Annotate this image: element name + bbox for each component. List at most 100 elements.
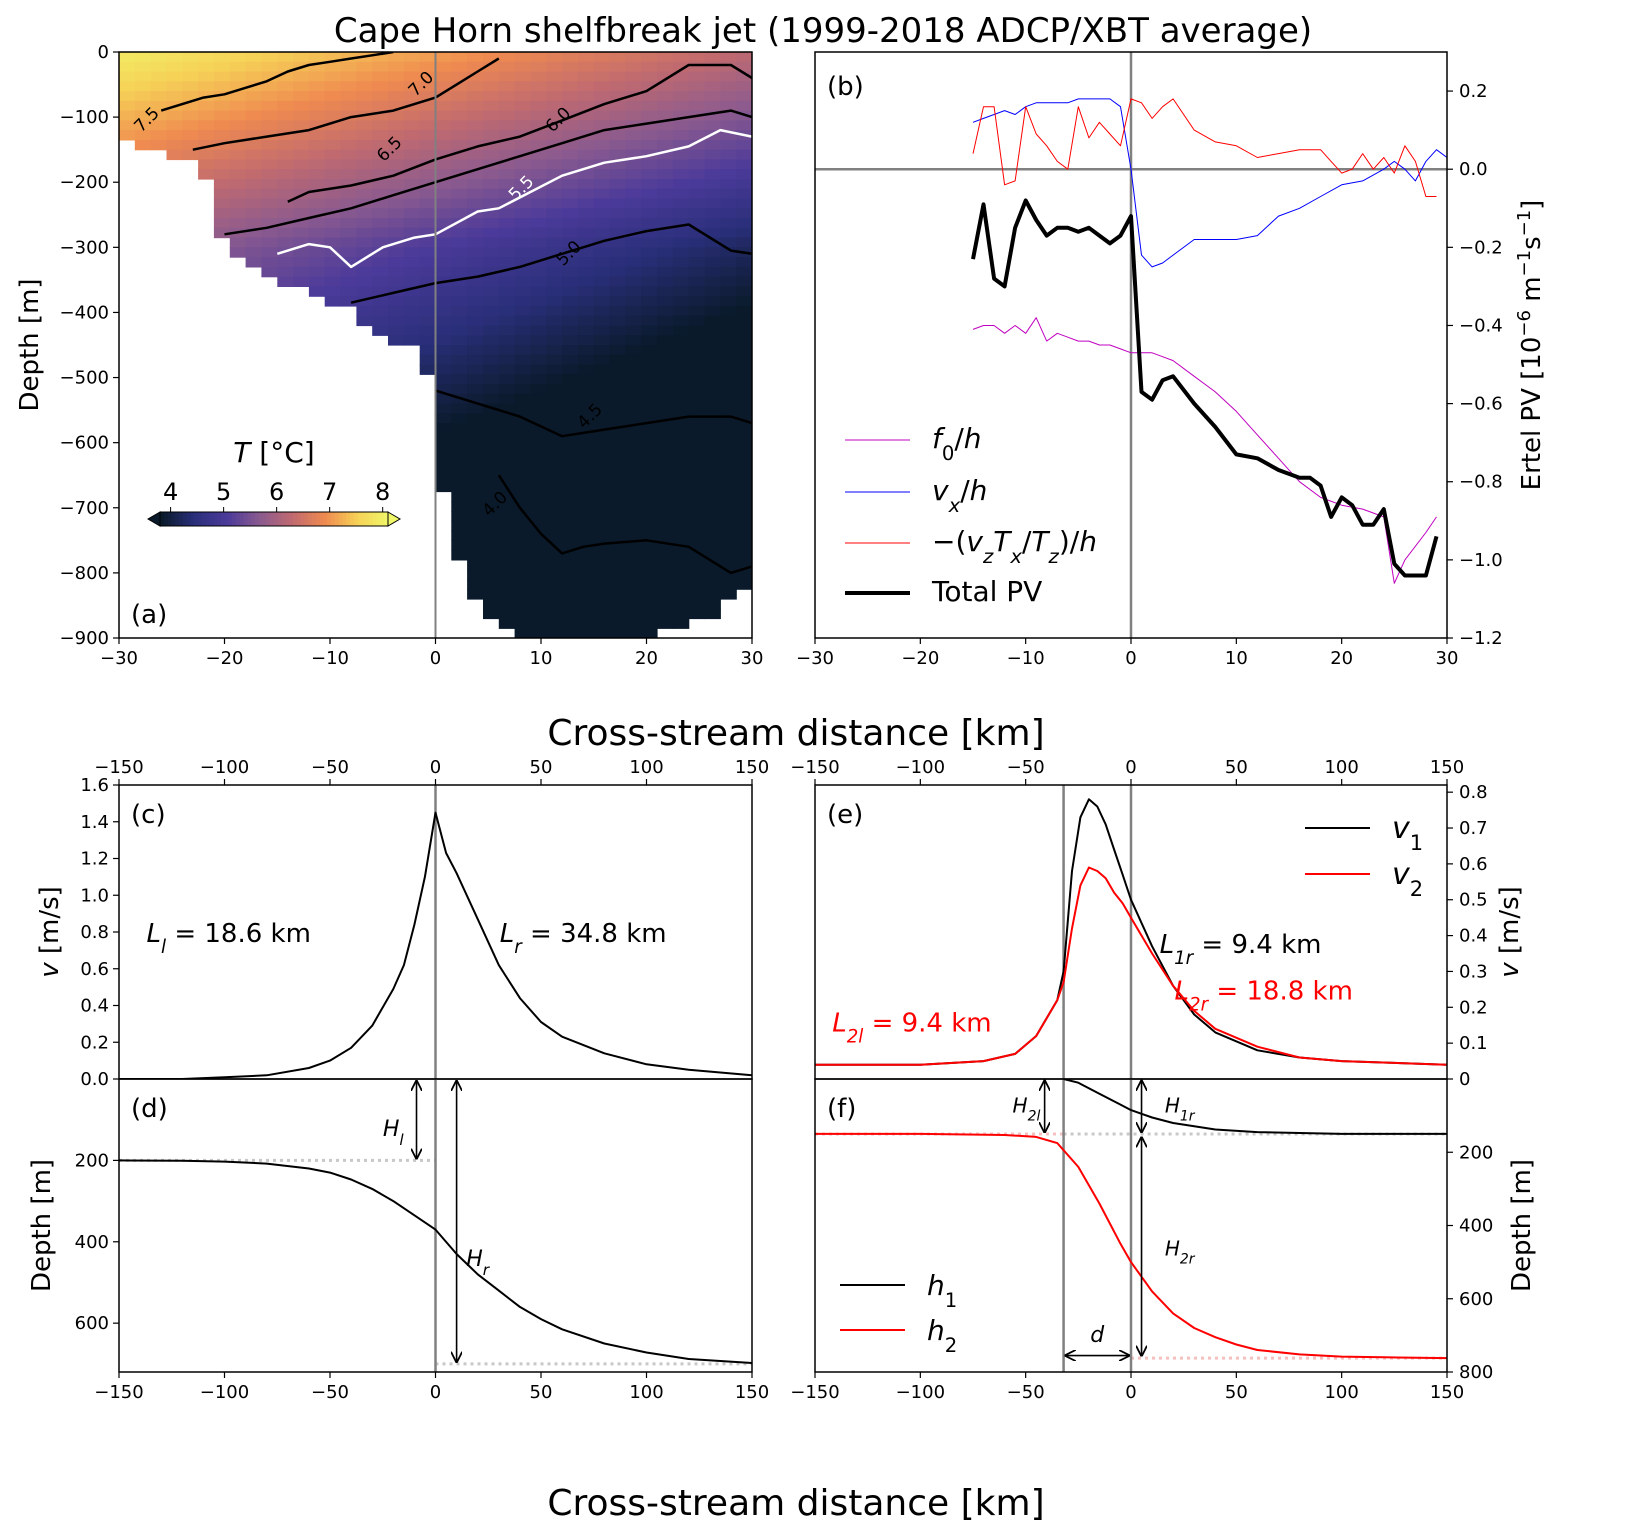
temperature-cell	[736, 325, 752, 336]
temperature-cell	[514, 364, 531, 375]
temperature-cell	[356, 130, 373, 141]
temperature-cell	[150, 100, 168, 112]
temperature-cell	[625, 218, 642, 229]
temperature-cell	[577, 491, 595, 502]
temperature-cell	[688, 169, 706, 180]
temperature-cell	[688, 208, 706, 219]
temperature-cell	[672, 286, 690, 297]
temperature-cell	[435, 237, 452, 248]
temperature-cell	[546, 198, 563, 209]
temperature-cell	[609, 188, 626, 200]
temperature-cell	[483, 345, 500, 356]
temperature-cell	[388, 61, 405, 73]
temperature-cell	[657, 618, 674, 629]
temperature-cell	[609, 481, 626, 493]
temperature-cell	[419, 286, 437, 297]
temperature-cell	[577, 169, 595, 180]
temperature-cell	[451, 100, 468, 112]
temperature-cell	[261, 198, 278, 209]
temperature-cell	[403, 227, 421, 239]
y-tick-label: 0.2	[1459, 997, 1488, 1018]
temperature-cell	[467, 423, 484, 434]
temperature-cell	[704, 110, 721, 121]
temperature-cell	[577, 511, 595, 522]
temperature-cell	[119, 100, 136, 112]
temperature-cell	[562, 257, 579, 268]
temperature-cell	[467, 384, 484, 395]
temperature-cell	[293, 91, 310, 102]
y-tick-label: 0.8	[1459, 782, 1488, 803]
temperature-cell	[514, 120, 531, 131]
temperature-cell	[672, 520, 690, 532]
temperature-cell	[577, 520, 595, 532]
temperature-cell	[704, 364, 721, 375]
temperature-cell	[530, 130, 547, 141]
temperature-cell	[657, 579, 674, 590]
colorbar-segment	[334, 512, 340, 526]
temperature-cell	[577, 247, 595, 258]
y-tick-label: 0.4	[80, 996, 109, 1017]
temperature-cell	[562, 81, 579, 92]
temperature-cell	[261, 91, 278, 102]
temperature-cell	[577, 325, 595, 336]
x-tick-label: −100	[896, 1382, 945, 1403]
temperature-cell	[198, 149, 215, 161]
temperature-cell	[419, 364, 437, 375]
x-tick-label: 0	[1125, 648, 1136, 669]
temperature-cell	[308, 71, 326, 82]
y-tick-label: −500	[60, 368, 109, 389]
temperature-cell	[593, 540, 611, 551]
temperature-cell	[245, 257, 262, 268]
temperature-cell	[498, 149, 516, 161]
temperature-cell	[625, 110, 642, 121]
temperature-cell	[704, 61, 721, 73]
temperature-cell	[641, 432, 658, 444]
temperature-cell	[514, 100, 531, 112]
temperature-cell	[277, 266, 294, 278]
temperature-cell	[356, 305, 373, 317]
temperature-cell	[736, 315, 752, 327]
temperature-cell	[372, 247, 389, 258]
temperature-cell	[562, 110, 579, 121]
temperature-cell	[419, 61, 437, 73]
temperature-cell	[562, 364, 579, 375]
x-tick-label: −150	[94, 757, 143, 778]
temperature-cell	[641, 198, 658, 209]
temperature-cell	[530, 618, 547, 629]
temperature-cell	[261, 139, 278, 151]
annotation-l1r: L1r = 9.4 km	[1160, 930, 1322, 969]
temperature-cell	[704, 345, 721, 356]
temperature-cell	[562, 608, 579, 620]
temperature-cell	[625, 452, 642, 463]
temperature-cell	[625, 442, 642, 454]
temperature-cell	[562, 413, 579, 424]
temperature-cell	[324, 188, 342, 200]
temperature-cell	[657, 364, 674, 375]
temperature-cell	[641, 608, 658, 620]
temperature-cell	[672, 442, 690, 454]
x-tick-label: −100	[896, 757, 945, 778]
temperature-cell	[451, 227, 468, 239]
temperature-cell	[688, 598, 706, 610]
temperature-cell	[704, 393, 721, 405]
colorbar-segment	[217, 512, 222, 526]
temperature-cell	[166, 120, 183, 131]
temperature-cell	[356, 61, 373, 73]
annotation-h2r: H2r	[1165, 1236, 1196, 1267]
temperature-cell	[720, 305, 737, 317]
temperature-cell	[530, 442, 547, 454]
temperature-cell	[419, 81, 437, 92]
legend-label: v2	[1392, 857, 1423, 901]
colorbar-segment	[376, 512, 381, 526]
temperature-cell	[419, 169, 437, 180]
temperature-cell	[720, 481, 737, 493]
temperature-cell	[672, 423, 690, 434]
temperature-cell	[562, 237, 579, 248]
colorbar-segment	[350, 512, 355, 526]
temperature-cell	[308, 130, 326, 141]
temperature-cell	[372, 276, 389, 287]
temperature-cell	[736, 384, 752, 395]
temperature-cell	[641, 276, 658, 287]
x-tick-label: 50	[530, 757, 553, 778]
temperature-cell	[419, 247, 437, 258]
